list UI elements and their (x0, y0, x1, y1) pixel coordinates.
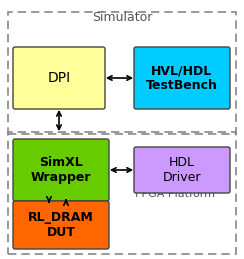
FancyBboxPatch shape (134, 47, 230, 109)
FancyBboxPatch shape (13, 139, 109, 201)
FancyBboxPatch shape (13, 201, 109, 249)
Text: Simulator: Simulator (92, 11, 152, 24)
Text: HDL
Driver: HDL Driver (163, 156, 201, 184)
FancyBboxPatch shape (13, 47, 105, 109)
Text: HVL/HDL
TestBench: HVL/HDL TestBench (146, 64, 218, 92)
Text: DPI: DPI (47, 71, 71, 85)
Text: SimXL
Wrapper: SimXL Wrapper (31, 156, 91, 184)
Bar (8, 132, 236, 254)
Text: RL_DRAM
DUT: RL_DRAM DUT (28, 211, 94, 239)
Text: Emulator
Or
FPGA Platform: Emulator Or FPGA Platform (135, 161, 215, 199)
Bar (8, 12, 236, 134)
FancyBboxPatch shape (134, 147, 230, 193)
